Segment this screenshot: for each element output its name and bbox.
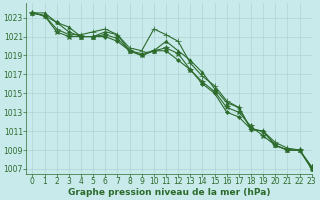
X-axis label: Graphe pression niveau de la mer (hPa): Graphe pression niveau de la mer (hPa): [68, 188, 270, 197]
